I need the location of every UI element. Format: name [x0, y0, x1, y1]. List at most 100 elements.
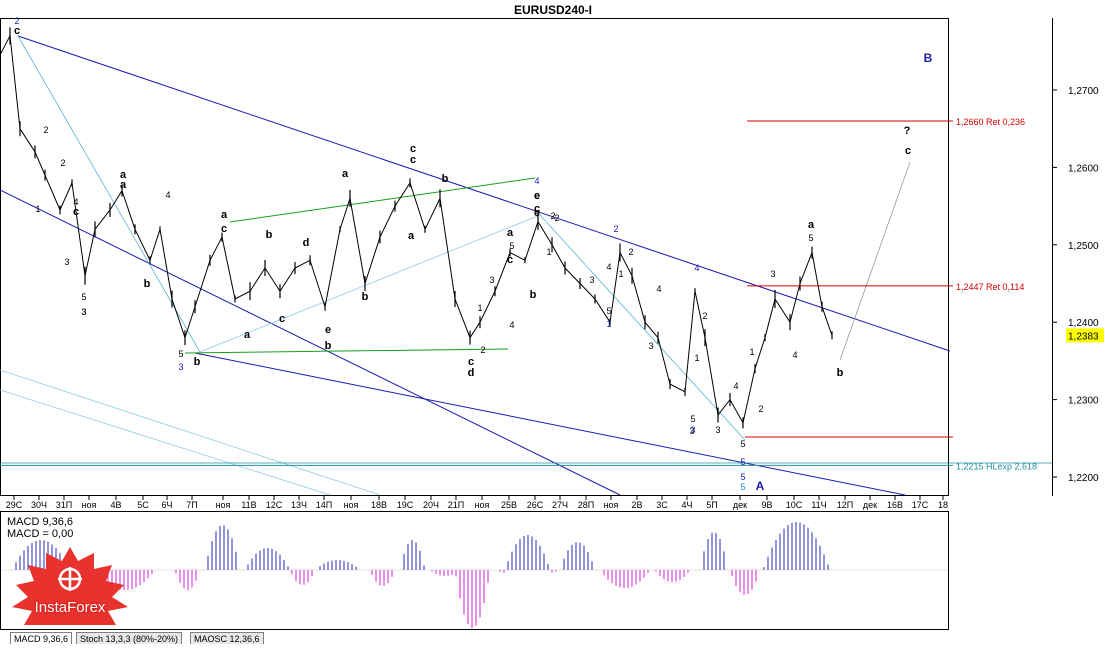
- wave-label: 3: [648, 341, 653, 351]
- wave-label: 1: [749, 347, 754, 357]
- x-tick-label: 31П: [56, 500, 72, 510]
- level-label: 1,2447 Ret 0,114: [956, 282, 1024, 292]
- x-tick-label: 10С: [786, 500, 803, 510]
- current-price-badge: [1066, 328, 1104, 343]
- wave-label: a: [342, 168, 349, 180]
- wave-label: c: [410, 143, 416, 155]
- channel-line: [839, 161, 911, 361]
- wave-label: 3: [690, 425, 695, 435]
- wave-label: b: [194, 356, 201, 368]
- chart-frame: [0, 18, 949, 496]
- price-line: [0, 34, 833, 425]
- x-tick-label: ноя: [82, 500, 97, 510]
- wave-label: e: [534, 190, 540, 202]
- x-tick-label: 12П: [837, 500, 853, 510]
- wave-label: 2: [60, 158, 65, 168]
- tab-stoch[interactable]: Stoch 13,3,3 (80%-20%): [76, 632, 183, 644]
- channel-line: [199, 214, 541, 353]
- y-tick-label: 1,2700: [1068, 86, 1099, 97]
- wave-label: a: [120, 169, 127, 181]
- indicator-frame: [0, 511, 949, 630]
- tab-maosc[interactable]: MAOSC 12,36,6: [190, 632, 264, 644]
- wave-label: 1: [694, 353, 699, 363]
- x-tick-label: 7П: [186, 500, 197, 510]
- x-tick-label: 5С: [137, 500, 149, 510]
- x-tick-label: 17С: [912, 500, 929, 510]
- wave-label: 5: [740, 472, 745, 482]
- wave-label: 3: [770, 269, 775, 279]
- x-tick-label: 9В: [761, 500, 772, 510]
- wave-label: c: [279, 313, 285, 325]
- wave-label: b: [325, 340, 332, 352]
- x-tick-label: 12С: [266, 500, 283, 510]
- instaforex-logo: InstaForex: [8, 545, 132, 625]
- wave-label: 1: [606, 319, 611, 329]
- wave-label: 5: [740, 482, 745, 492]
- wave-label: 3: [178, 362, 183, 372]
- wave-label: c: [534, 203, 540, 215]
- wave-label: 5: [178, 349, 183, 359]
- channel-line: [194, 352, 906, 496]
- wave-label: 4: [73, 197, 78, 207]
- x-tick-label: 19С: [397, 500, 414, 510]
- wave-label: b: [442, 173, 449, 185]
- wave-label: b: [837, 367, 844, 379]
- x-tick-label: 6Ч: [161, 500, 172, 510]
- x-tick-label: 5П: [706, 500, 717, 510]
- wave-label: 2: [554, 213, 559, 223]
- wave-label: 2: [43, 125, 48, 135]
- x-tick-label: дек: [733, 500, 747, 510]
- channel-line: [0, 389, 331, 496]
- y-tick-label: 1,2600: [1068, 163, 1099, 174]
- wave-label: 2: [480, 345, 485, 355]
- wave-label: 3: [64, 257, 69, 267]
- wave-label: 3: [81, 307, 86, 317]
- wave-label: 4: [792, 350, 797, 360]
- wave-label: 2: [758, 404, 763, 414]
- wave-label: b: [530, 289, 537, 301]
- x-tick-label: 14П: [316, 500, 332, 510]
- wave-label: d: [468, 367, 475, 379]
- channel-line: [184, 348, 509, 354]
- wave-label: b: [144, 278, 151, 290]
- wave-label: a: [408, 230, 415, 242]
- y-tick-label: 1,2500: [1068, 241, 1099, 252]
- wave-label: ?: [904, 125, 911, 137]
- wave-label: a: [244, 329, 251, 341]
- x-tick-label: 2В: [631, 500, 642, 510]
- wave-label: 5: [690, 414, 695, 424]
- logo-text: InstaForex: [34, 599, 106, 616]
- tab-macd[interactable]: MACD 9,36,6: [10, 632, 73, 644]
- wave-label: d: [303, 237, 310, 249]
- wave-label: e: [325, 324, 331, 336]
- current-price-label: 1,2383: [1068, 331, 1099, 342]
- wave-label: 1: [477, 303, 482, 313]
- wave-label: c: [905, 145, 911, 157]
- wave-label: 5: [81, 292, 86, 302]
- x-tick-label: 30Ч: [31, 500, 47, 510]
- wave-label: 1: [546, 247, 551, 257]
- wave-label: 3: [589, 275, 594, 285]
- x-tick-label: 25В: [501, 500, 517, 510]
- wave-label: a: [221, 209, 228, 221]
- wave-label: 5: [740, 439, 745, 449]
- channel-line: [0, 189, 621, 496]
- x-tick-label: 16В: [887, 500, 903, 510]
- channel-line: [17, 35, 201, 353]
- wave-label: 3: [689, 426, 694, 436]
- x-tick-label: 20Ч: [423, 500, 439, 510]
- x-tick-label: 27Ч: [552, 500, 568, 510]
- wave-label: 2: [613, 224, 618, 234]
- logo-burst-icon: [12, 547, 128, 625]
- x-tick-label: 21П: [448, 500, 464, 510]
- x-tick-label: ноя: [216, 500, 231, 510]
- level-label: 1,2215 HLexp 2,618: [956, 461, 1037, 471]
- wave-label: 4: [534, 176, 539, 186]
- wave-label: 5: [606, 306, 611, 316]
- wave-label: 5: [740, 457, 745, 467]
- wave-label: a: [507, 227, 514, 239]
- wave-label: c: [14, 25, 20, 37]
- wave-label: 2: [550, 211, 555, 221]
- x-tick-label: дек: [863, 500, 877, 510]
